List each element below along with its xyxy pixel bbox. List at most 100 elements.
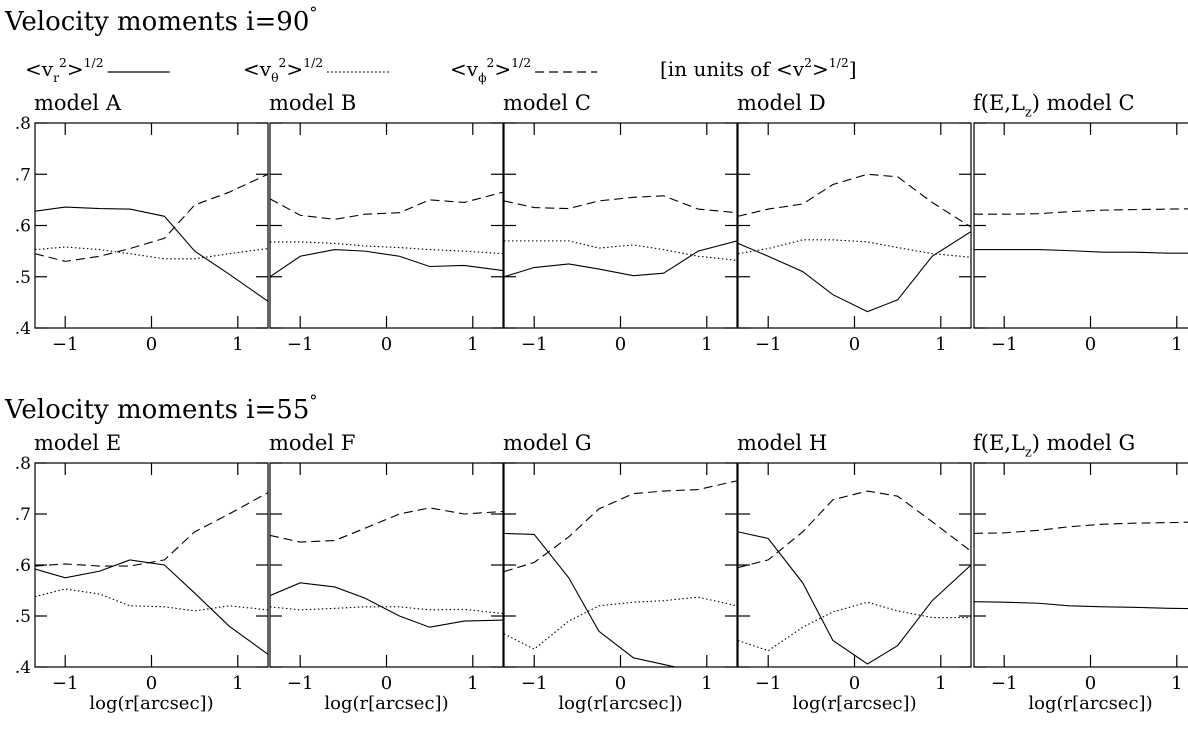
x-tick-label: 1 (935, 334, 946, 355)
series-line (504, 195, 737, 214)
series-line (974, 249, 1188, 254)
x-tick-label: 0 (146, 673, 157, 694)
units-note: [in units of <v2>1/2] (660, 55, 857, 81)
text-part: <v (25, 57, 54, 81)
series-line (35, 588, 268, 612)
text-part: > (67, 57, 84, 81)
text-part: r (53, 70, 59, 85)
plot-frame (503, 462, 738, 668)
series-line (738, 490, 971, 569)
x-tick-label: 1 (467, 673, 478, 694)
plot-frame (269, 462, 504, 668)
x-axis-label: log(r[arcsec]) (1028, 693, 1152, 714)
x-tick-label: 0 (146, 334, 157, 355)
x-tick-label: −1 (287, 334, 314, 355)
text-part: ] (849, 57, 857, 81)
section-heading: Velocity moments i=55° (4, 391, 317, 425)
x-tick-label: 1 (701, 334, 712, 355)
legend-label: <vϕ2>1/2 (450, 55, 531, 85)
series-line (270, 507, 503, 543)
text-part: > (494, 57, 511, 81)
series-line (504, 532, 678, 667)
series-line (738, 231, 971, 313)
text-part: > (812, 57, 829, 81)
series-line (35, 492, 268, 567)
series-line (504, 240, 737, 278)
text-part: 2 (59, 55, 67, 70)
series-line (270, 241, 503, 255)
series-line (974, 601, 1188, 610)
plot-frame (973, 122, 1188, 329)
text-part: model F (269, 431, 355, 455)
x-tick-label: 0 (1085, 673, 1096, 694)
x-tick-label: −1 (52, 334, 79, 355)
text-part: θ (271, 70, 278, 85)
text-part: model B (269, 91, 356, 115)
y-tick-label: .7 (15, 505, 31, 525)
legend-label: <vr2>1/2 (25, 55, 104, 85)
series-line (974, 521, 1188, 534)
x-tick-label: −1 (521, 334, 548, 355)
panel-title: f(E,Lz) model C (973, 91, 1135, 120)
text-part: 1/2 (84, 55, 104, 70)
text-part: model C (503, 91, 591, 115)
y-tick-label: .7 (15, 165, 31, 185)
panel-title: model D (737, 91, 826, 115)
x-axis-label: log(r[arcsec]) (324, 693, 448, 714)
text-part: f(E,L (973, 431, 1025, 455)
x-axis-label: log(r[arcsec]) (89, 693, 213, 714)
panel-title: model C (503, 91, 591, 115)
text-part: ϕ (478, 70, 486, 85)
y-tick-label: .6 (15, 556, 31, 576)
y-tick-label: .5 (15, 268, 31, 288)
series-line (738, 173, 971, 228)
text-part: ) model C (1032, 91, 1135, 115)
x-tick-label: 1 (467, 334, 478, 355)
series-line (270, 606, 503, 614)
x-tick-label: 1 (935, 673, 946, 694)
x-tick-label: 1 (232, 334, 243, 355)
plot-frame (503, 122, 738, 329)
text-part: ) model G (1032, 431, 1135, 455)
text-part: model H (737, 431, 827, 455)
panel-title: model A (34, 91, 122, 115)
panel-title: model B (269, 91, 356, 115)
series-line (738, 239, 971, 258)
y-tick-label: .8 (15, 114, 31, 134)
text-part: z (1025, 445, 1032, 460)
legend-label: <vθ2>1/2 (243, 55, 323, 85)
x-tick-label: 1 (701, 673, 712, 694)
x-tick-label: −1 (991, 673, 1018, 694)
x-axis-label: log(r[arcsec]) (558, 693, 682, 714)
x-tick-label: 0 (381, 334, 392, 355)
text-part: 1/2 (511, 55, 531, 70)
section-heading: Velocity moments i=90° (4, 3, 317, 37)
series-line (738, 531, 971, 665)
text-part: 2 (487, 55, 495, 70)
y-tick-label: .5 (15, 607, 31, 627)
series-line (35, 206, 268, 302)
panel-title: model H (737, 431, 827, 455)
text-part: Velocity moments i=90 (4, 7, 309, 37)
x-tick-label: −1 (287, 673, 314, 694)
plot-frame (34, 122, 269, 329)
plot-frame (737, 122, 972, 329)
text-part: <v (243, 57, 272, 81)
x-tick-label: −1 (521, 673, 548, 694)
plot-frame (34, 462, 269, 668)
text-part: > (286, 57, 303, 81)
x-tick-label: 0 (1085, 334, 1096, 355)
plot-frame (737, 462, 972, 668)
series-line (738, 601, 971, 652)
series-line (270, 582, 503, 628)
text-part: <v (450, 57, 479, 81)
series-line (35, 246, 268, 260)
x-tick-label: 1 (1171, 334, 1182, 355)
x-tick-label: 1 (232, 673, 243, 694)
text-part: 1/2 (829, 55, 849, 70)
panel-title: model F (269, 431, 355, 455)
x-tick-label: 0 (615, 334, 626, 355)
text-part: Velocity moments i=55 (4, 395, 309, 425)
y-tick-label: .6 (15, 217, 31, 237)
